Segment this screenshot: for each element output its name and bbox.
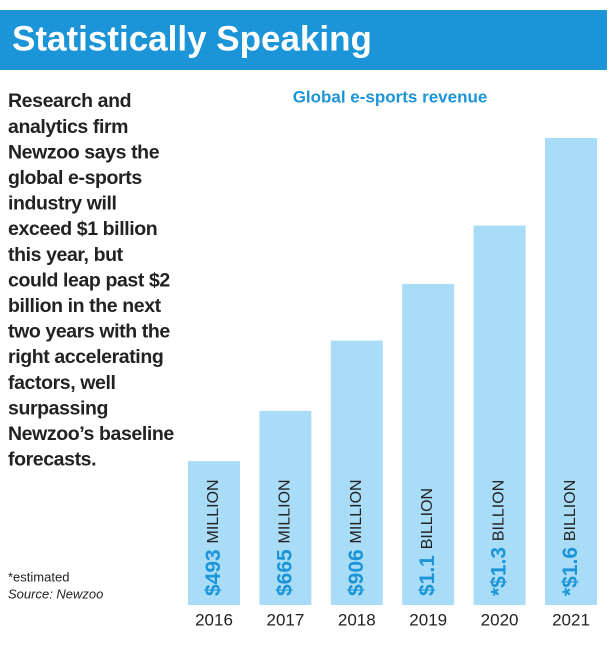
value-label: $665 MILLION xyxy=(273,479,296,596)
value-label: $1.1 BILLION xyxy=(416,488,439,596)
x-tick-label: 2019 xyxy=(409,610,447,629)
x-tick-label: 2018 xyxy=(338,610,376,629)
bar xyxy=(259,410,312,605)
x-tick-label: 2021 xyxy=(552,610,590,629)
bar xyxy=(473,225,526,605)
description-line: this year, but xyxy=(8,244,124,266)
header-band xyxy=(0,10,607,70)
description-line: could leap past $2 xyxy=(8,269,170,291)
chart-title: Global e-sports revenue xyxy=(293,87,488,106)
x-tick-label: 2020 xyxy=(481,610,519,629)
description-line: Research and xyxy=(8,90,131,112)
bar xyxy=(330,340,383,605)
value-label: *$1.3 BILLION xyxy=(487,480,510,596)
bar xyxy=(188,461,240,605)
description-line: billion in the next xyxy=(8,295,162,317)
source: Source: Newzoo xyxy=(8,586,103,601)
description-line: forecasts. xyxy=(8,449,96,471)
footnote: *estimated xyxy=(8,569,69,584)
description-line: Newzoo says the xyxy=(8,141,160,163)
value-label: $906 MILLION xyxy=(344,479,367,596)
description-line: industry will xyxy=(8,193,117,215)
description-line: right accelerating xyxy=(8,346,163,368)
title: Statistically Speaking xyxy=(12,19,372,58)
description-line: surpassing xyxy=(8,397,108,419)
description-line: analytics firm xyxy=(8,116,128,138)
description-line: exceed $1 billion xyxy=(8,218,157,240)
x-tick-label: 2017 xyxy=(266,610,304,629)
description-line: global e-sports xyxy=(8,167,142,189)
description-line: factors, well xyxy=(8,372,116,394)
value-label: *$1.6 BILLION xyxy=(559,480,582,596)
x-tick-label: 2016 xyxy=(195,610,233,629)
bar xyxy=(402,283,455,605)
value-label: $493 MILLION xyxy=(202,479,225,596)
description-line: two years with the xyxy=(8,321,170,343)
description-line: Newzoo’s baseline xyxy=(8,423,174,445)
bar xyxy=(545,138,597,605)
